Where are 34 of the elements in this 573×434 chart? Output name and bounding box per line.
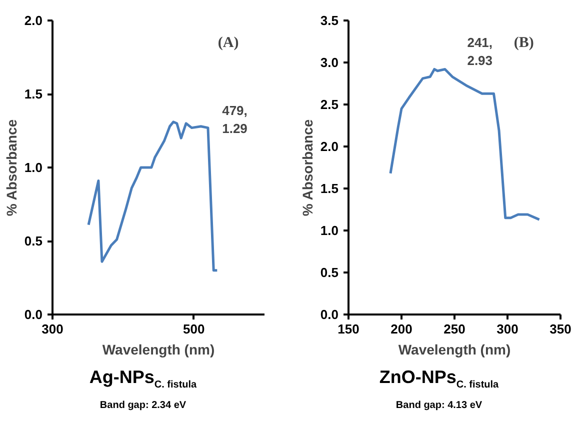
y-tick-label: 3.5 [320, 13, 339, 28]
y-tick-label: 0.5 [320, 265, 339, 280]
x-axis-title: Wavelength (nm) [398, 342, 511, 358]
y-tick-label: 0.0 [320, 307, 339, 322]
y-tick-label: 3.0 [320, 55, 339, 70]
line-series [87, 120, 218, 272]
text: Ag-NPs$_{C. fistula}$ [88, 366, 198, 393]
y-tick-label: 2.0 [320, 139, 339, 154]
x-tick-label: 250 [444, 322, 466, 336]
annotation: 241, 2.93 [467, 35, 493, 68]
y-tick-label: 1.0 [320, 223, 339, 238]
x-axis-title: Wavelength (nm) [102, 342, 215, 358]
x-tick-label: 300 [42, 322, 64, 336]
y-axis-title: % Absorbance [3, 119, 20, 216]
x-tick-label: 350 [550, 322, 572, 336]
x-tick-label: 300 [496, 322, 518, 336]
y-axis-title: % Absorbance [299, 119, 316, 216]
y-tick-label: 1.5 [320, 181, 339, 196]
annotation: (A) [218, 35, 239, 52]
x-tick-label: 500 [182, 322, 205, 336]
y-tick-label: 2.5 [320, 97, 339, 112]
text: Band gap: 2.34 eV [98, 398, 188, 413]
text: ZnO-NPs$_{C. fistula}$ [378, 366, 500, 393]
text: Band gap: 4.13 eV [394, 398, 484, 413]
y-tick-label: 0.5 [24, 234, 43, 248]
annotation: (B) [514, 35, 534, 52]
y-tick-label: 1.0 [24, 160, 43, 175]
y-tick-label: 1.5 [24, 86, 43, 102]
annotation: 479, 1.29 [222, 102, 248, 136]
y-tick-label: 0.0 [24, 307, 43, 322]
line-series [389, 68, 541, 221]
y-tick-label: 2.0 [24, 13, 43, 28]
x-tick-label: 150 [338, 322, 360, 336]
x-tick-label: 200 [390, 322, 412, 336]
